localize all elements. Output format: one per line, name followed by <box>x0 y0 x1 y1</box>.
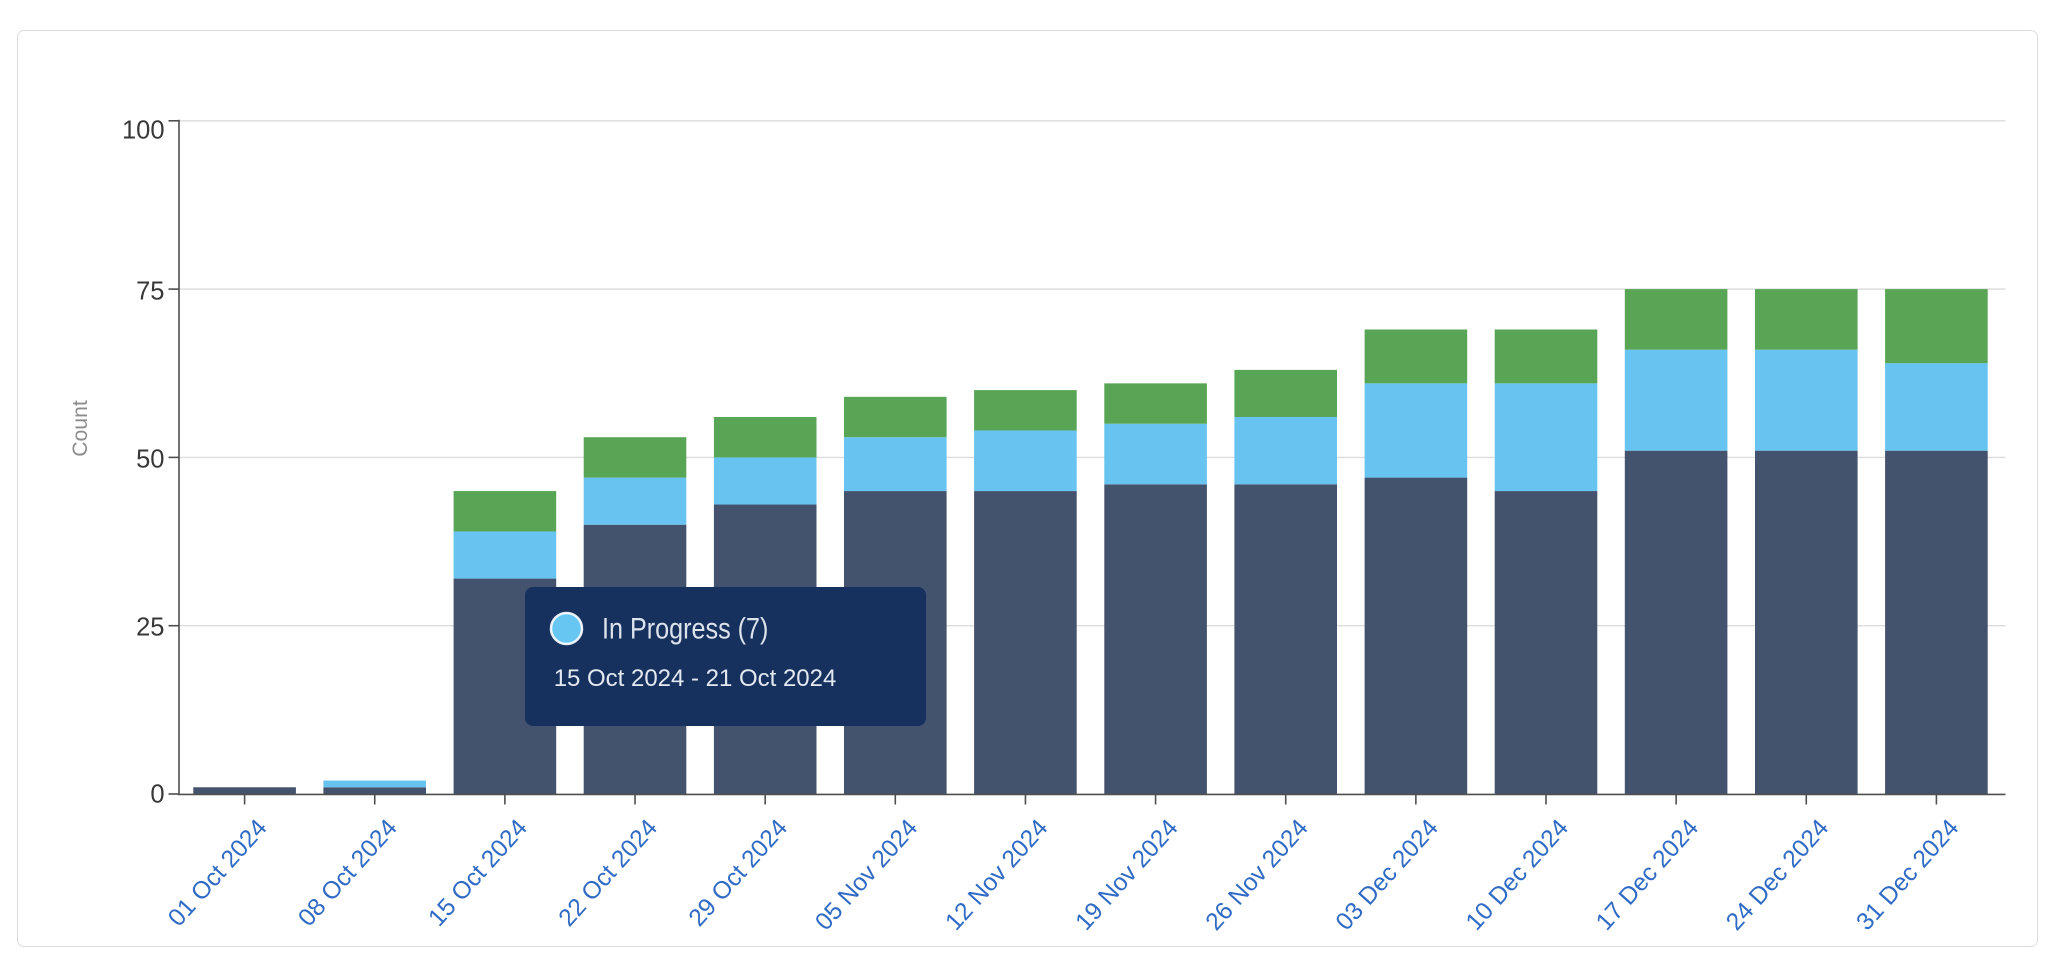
svg-text:15 Oct 2024: 15 Oct 2024 <box>423 814 532 931</box>
svg-text:17 Dec 2024: 17 Dec 2024 <box>1591 814 1704 935</box>
svg-text:22 Oct 2024: 22 Oct 2024 <box>554 814 663 931</box>
svg-text:12 Nov 2024: 12 Nov 2024 <box>940 814 1053 935</box>
svg-text:25: 25 <box>136 614 164 642</box>
svg-text:26 Nov 2024: 26 Nov 2024 <box>1201 814 1314 935</box>
svg-text:08 Oct 2024: 08 Oct 2024 <box>293 814 402 931</box>
svg-text:24 Dec 2024: 24 Dec 2024 <box>1721 814 1834 935</box>
svg-text:0: 0 <box>150 781 164 809</box>
svg-text:05 Nov 2024: 05 Nov 2024 <box>810 814 923 935</box>
svg-text:Count: Count <box>69 400 92 457</box>
svg-text:75: 75 <box>136 277 164 305</box>
svg-text:15 Oct 2024 - 21 Oct 2024: 15 Oct 2024 - 21 Oct 2024 <box>554 665 837 692</box>
svg-text:10 Dec 2024: 10 Dec 2024 <box>1461 814 1574 935</box>
svg-text:29 Oct 2024: 29 Oct 2024 <box>684 814 793 931</box>
svg-text:19 Nov 2024: 19 Nov 2024 <box>1071 814 1184 935</box>
svg-text:100: 100 <box>122 117 165 145</box>
svg-text:31 Dec 2024: 31 Dec 2024 <box>1851 814 1964 935</box>
svg-text:In Progress (7): In Progress (7) <box>602 612 768 645</box>
svg-text:01 Oct 2024: 01 Oct 2024 <box>163 814 272 931</box>
svg-text:50: 50 <box>136 446 164 474</box>
svg-text:03 Dec 2024: 03 Dec 2024 <box>1331 814 1444 935</box>
